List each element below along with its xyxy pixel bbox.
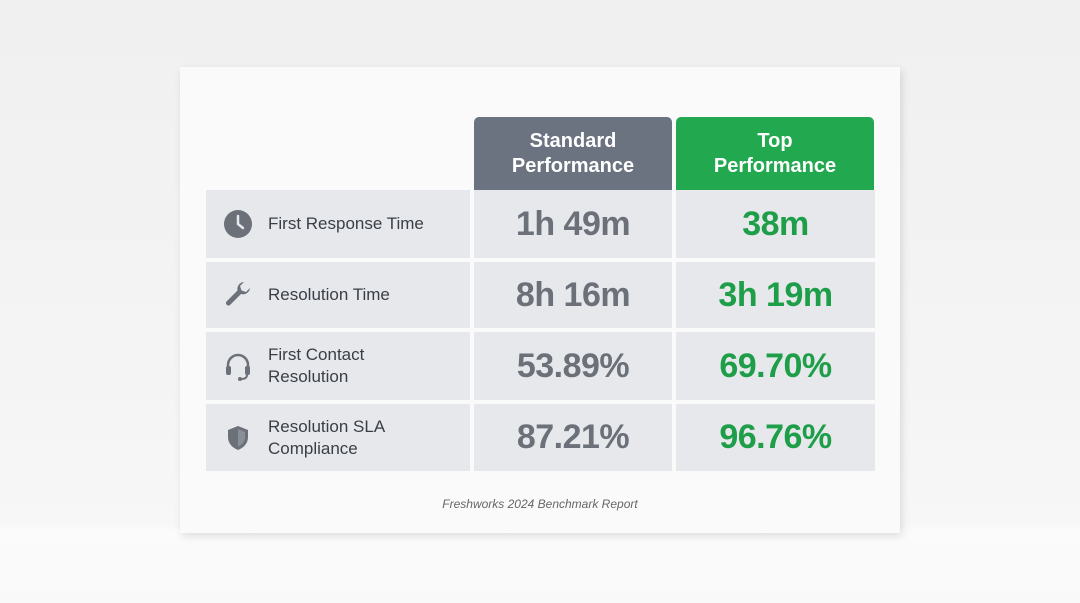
- metric-label: First Contact Resolution: [268, 345, 365, 386]
- metric-label-cell: First Response Time: [206, 190, 470, 258]
- header-label: Standard Performance: [511, 129, 635, 177]
- top-value: 38m: [676, 190, 875, 258]
- metric-label-cell: First Contact Resolution: [206, 332, 470, 400]
- standard-value: 87.21%: [474, 404, 672, 471]
- standard-value: 1h 49m: [474, 190, 672, 258]
- standard-value: 53.89%: [474, 332, 672, 400]
- metric-label-cell: Resolution SLA Compliance: [206, 404, 470, 471]
- table-row: First Response Time 1h 49m 38m: [206, 190, 875, 258]
- standard-value: 8h 16m: [474, 262, 672, 328]
- source-footnote: Freshworks 2024 Benchmark Report: [442, 497, 638, 511]
- metric-label: First Response Time: [268, 214, 424, 233]
- top-value: 3h 19m: [676, 262, 875, 328]
- shield-icon: [222, 422, 254, 454]
- benchmark-card: Standard Performance Top Performance Fir…: [180, 67, 900, 533]
- standard-performance-header: Standard Performance: [474, 117, 672, 190]
- wrench-icon: [222, 279, 254, 311]
- headset-icon: [222, 350, 254, 382]
- metric-label: Resolution SLA Compliance: [268, 416, 385, 458]
- top-performance-header: Top Performance: [676, 117, 874, 190]
- top-value: 69.70%: [676, 332, 875, 400]
- table-row: Resolution Time 8h 16m 3h 19m: [206, 262, 875, 328]
- metric-label: Resolution Time: [268, 285, 390, 304]
- header-label: Top Performance: [713, 129, 837, 177]
- table-row: Resolution SLA Compliance 87.21% 96.76%: [206, 404, 875, 471]
- metric-label-cell: Resolution Time: [206, 262, 470, 328]
- table-row: First Contact Resolution 53.89% 69.70%: [206, 332, 875, 400]
- clock-icon: [222, 208, 254, 240]
- top-value: 96.76%: [676, 404, 875, 471]
